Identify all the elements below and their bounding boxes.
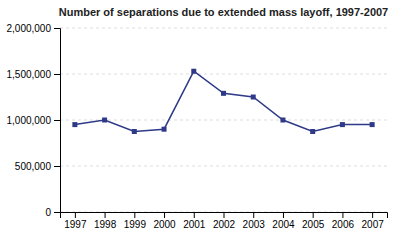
tick-mark [54, 120, 60, 121]
y-axis: 0 500,000 1,000,000 1,500,000 2,000,000 [7, 23, 61, 218]
grid-line [60, 74, 387, 75]
tick: 1998 [94, 212, 117, 230]
tick-mark [54, 74, 60, 75]
tick-mark [105, 212, 106, 218]
tick: 500,000 [15, 161, 60, 172]
x-axis: 1997 1998 1999 2000 2001 2002 2003 2004 2005 2006… [61, 212, 388, 230]
tick-mark [54, 212, 60, 213]
marker [191, 69, 196, 74]
title: Number of separations due to extended ma… [59, 6, 389, 18]
tick-label: 1998 [94, 219, 117, 230]
marker [221, 91, 226, 96]
tick: 2000 [153, 212, 176, 230]
tick-label: 0 [45, 207, 51, 218]
tick: 2002 [213, 212, 236, 230]
tick-mark [54, 166, 60, 167]
tick-mark [75, 212, 76, 218]
grid-line [60, 120, 387, 121]
tick-label: 1,500,000 [7, 69, 52, 80]
marker [132, 129, 137, 134]
tick: 2004 [272, 212, 295, 230]
marker [102, 118, 107, 123]
chart: 1997 1998 1999 2000 2001 2002 2003 2004 2005 2006… [0, 0, 401, 238]
tick-mark [224, 212, 225, 218]
tick-label: 2001 [183, 219, 206, 230]
tick-label: 1997 [64, 219, 87, 230]
marker [72, 122, 77, 127]
tick: 1,500,000 [7, 69, 61, 80]
grid [60, 28, 387, 212]
tick-label: 500,000 [15, 161, 52, 172]
tick-label: 2,000,000 [7, 23, 52, 34]
marker [280, 118, 285, 123]
tick-label: 2004 [272, 219, 295, 230]
tick-mark [342, 212, 343, 218]
tick: 2001 [183, 212, 206, 230]
axis-line [54, 29, 61, 213]
tick-label: 2006 [332, 219, 355, 230]
tick-mark [313, 212, 314, 218]
tick-mark [253, 212, 254, 218]
tick: 2,000,000 [7, 23, 61, 34]
tick-label: 2000 [153, 219, 176, 230]
grid-line [60, 28, 387, 29]
series [72, 69, 374, 134]
marker [251, 95, 256, 100]
tick-label: 2005 [302, 219, 325, 230]
tick: 1999 [124, 212, 147, 230]
tick-mark [283, 212, 284, 218]
marker [370, 122, 375, 127]
tick-label: 1999 [124, 219, 147, 230]
tick: 2003 [243, 212, 266, 230]
tick: 2005 [302, 212, 325, 230]
plot-area: 1997 1998 1999 2000 2001 2002 2003 2004 2005 2006… [7, 23, 388, 230]
tick-mark [164, 212, 165, 218]
axis-line [61, 213, 388, 219]
marker [162, 127, 167, 132]
tick-label: 2003 [243, 219, 266, 230]
tick: 0 [45, 207, 60, 218]
tick-mark [54, 28, 60, 29]
tick-mark [134, 212, 135, 218]
marker [310, 129, 315, 134]
tick-mark [194, 212, 195, 218]
tick: 1997 [64, 212, 87, 230]
tick-label: 1,000,000 [7, 115, 52, 126]
grid-line [60, 166, 387, 167]
marker [340, 122, 345, 127]
tick: 2007 [362, 212, 385, 230]
tick: 1,000,000 [7, 115, 61, 126]
tick-label: 2002 [213, 219, 236, 230]
tick-mark [372, 212, 373, 218]
tick: 2006 [332, 212, 355, 230]
tick-label: 2007 [362, 219, 385, 230]
line [75, 71, 372, 131]
